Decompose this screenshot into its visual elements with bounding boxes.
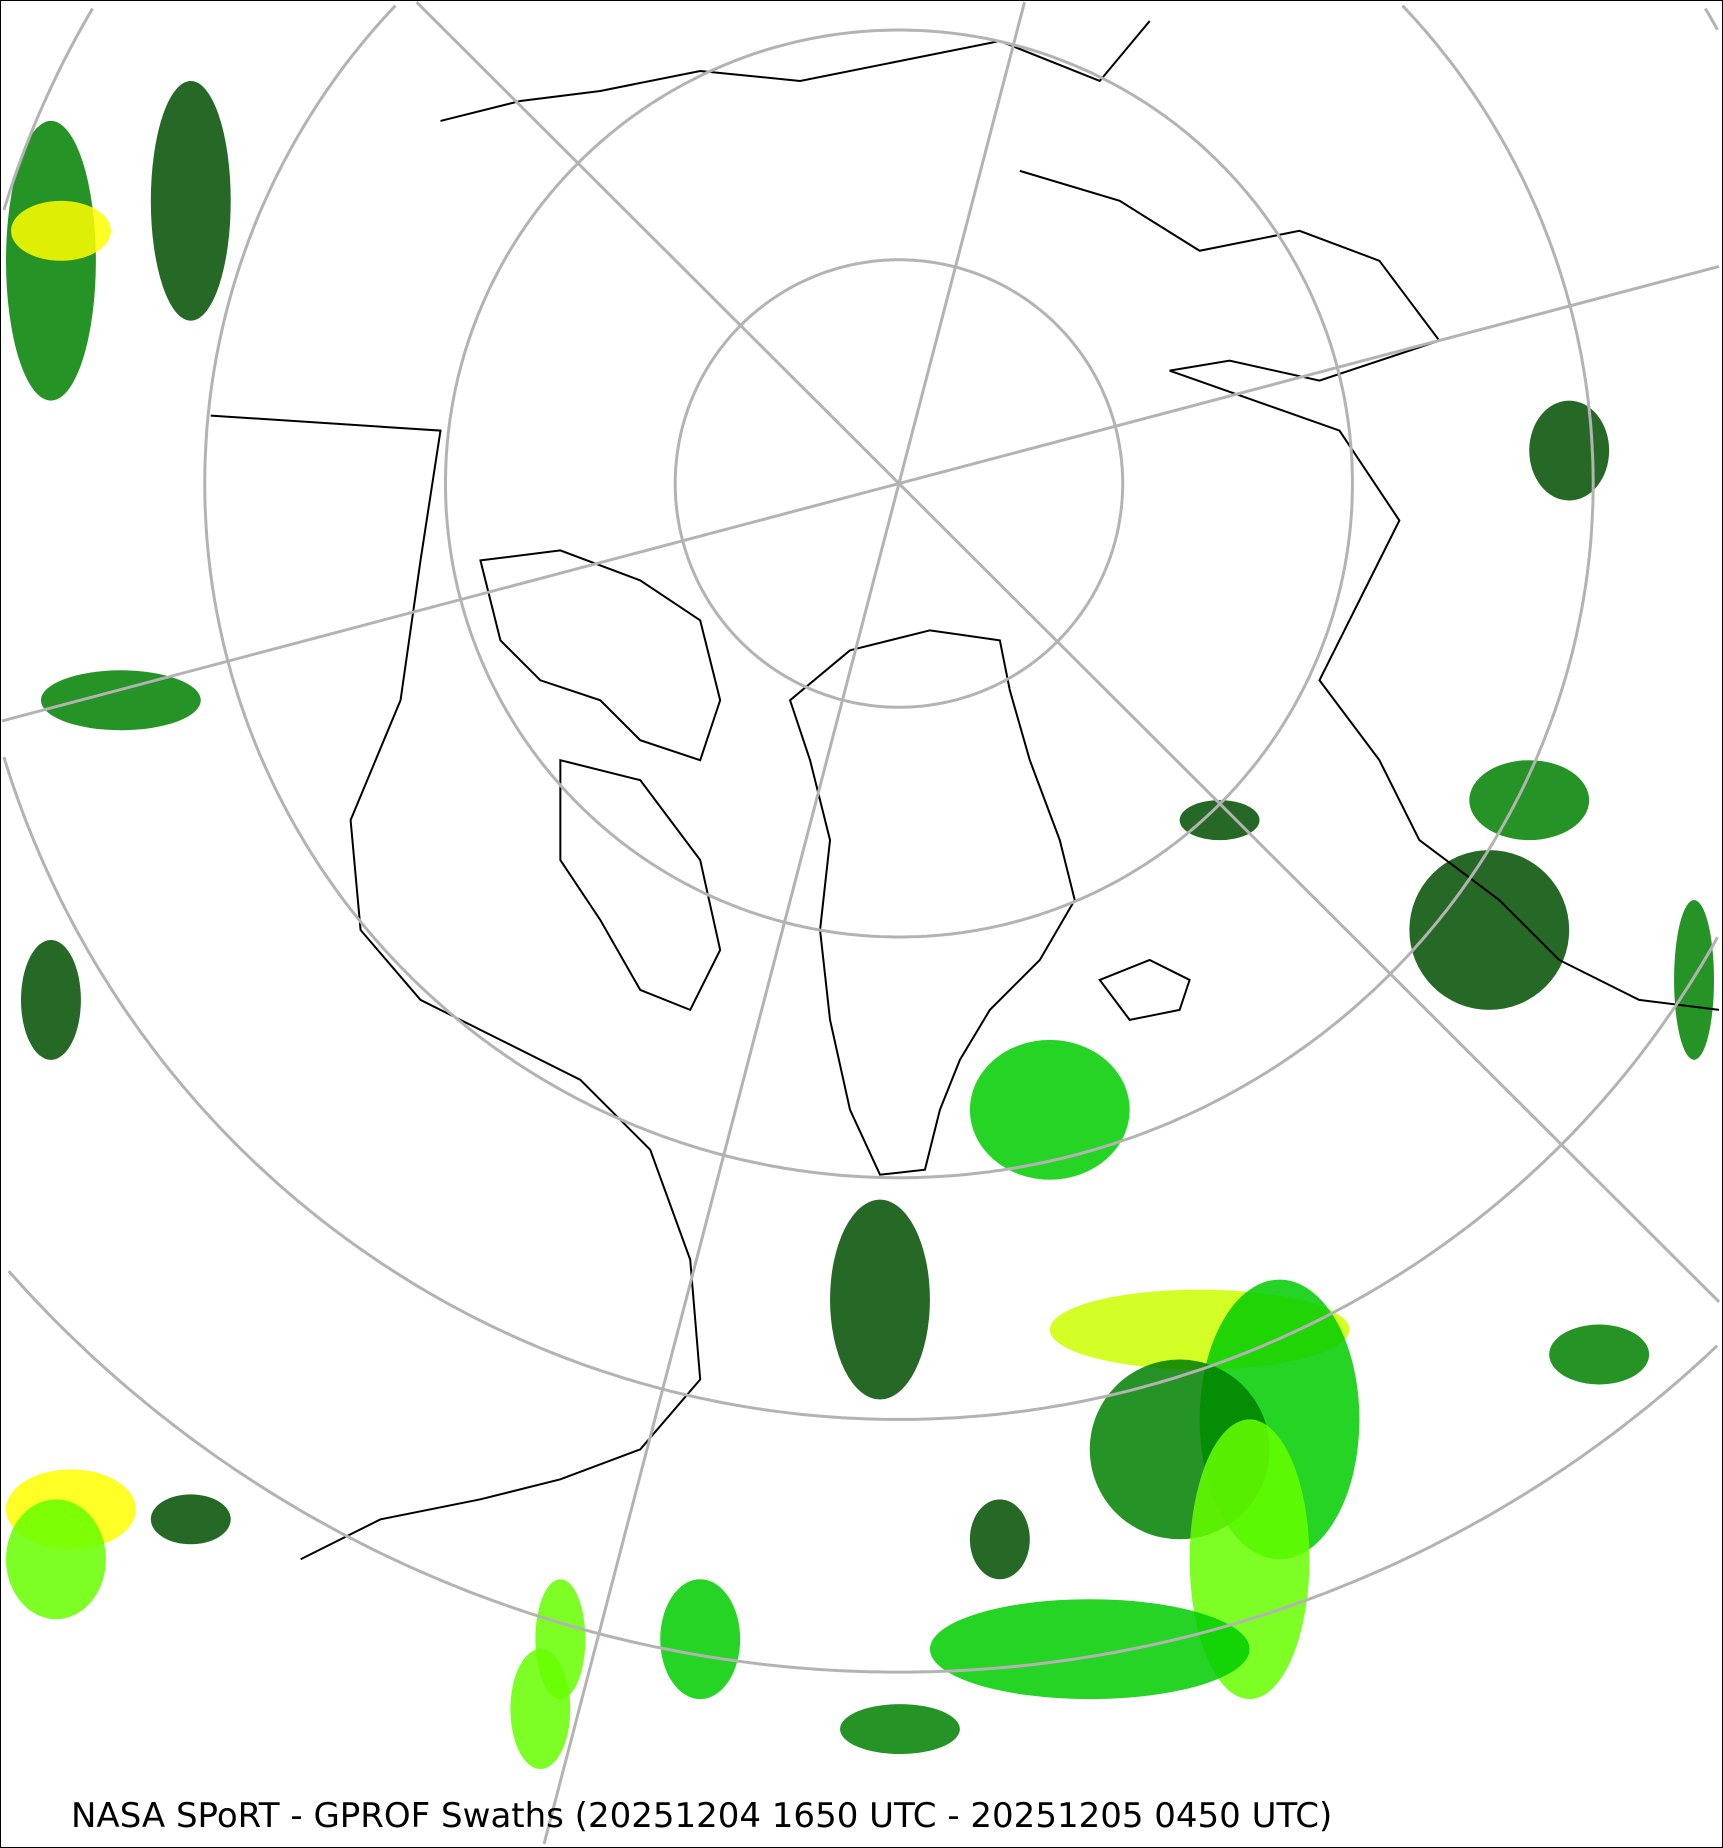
latitude-circle <box>2 756 1719 1421</box>
precip-swath <box>5 1499 106 1620</box>
meridian-line <box>415 1 1721 1303</box>
precip-swath <box>969 1499 1030 1580</box>
siberia-coast <box>440 20 1151 122</box>
latitude-circle <box>2 7 94 211</box>
precip-swath <box>1529 400 1610 501</box>
latitude-circle <box>203 4 1595 1180</box>
precip-swath <box>660 1579 741 1700</box>
precip-swath <box>150 80 231 321</box>
greenland-outline <box>788 629 1076 1176</box>
precip-swath <box>969 1039 1130 1180</box>
latitude-circle <box>673 258 1125 709</box>
precip-swath <box>510 1649 571 1770</box>
precip-swath <box>830 1199 930 1400</box>
precip-swath <box>150 1494 231 1545</box>
precip-swath <box>1549 1324 1650 1385</box>
precip-swath <box>1469 760 1590 841</box>
precip-swath <box>40 670 201 731</box>
meridian-line <box>1 264 1720 723</box>
precip-swath <box>1179 800 1260 841</box>
north-america-coast <box>210 414 702 1561</box>
latitude-circle <box>1401 4 1595 484</box>
meridian-line <box>542 1 1026 1845</box>
precip-swath <box>20 939 81 1060</box>
map-caption: NASA SPoRT - GPROF Swaths (20251204 1650… <box>71 1796 1333 1836</box>
coastlines <box>210 20 1720 1561</box>
precip-swath <box>1409 850 1570 1010</box>
eurasia-coast <box>1019 169 1720 1011</box>
latitude-circle <box>1704 7 1719 31</box>
precip-swath <box>5 120 96 401</box>
precip-swath <box>840 1704 960 1755</box>
canada-arctic-islands <box>479 549 722 1012</box>
latitude-circle <box>443 28 1354 939</box>
latitude-circle <box>7 1270 1719 1674</box>
precip-swath <box>929 1599 1250 1700</box>
iceland-outline <box>1098 958 1191 1021</box>
precip-swath <box>10 200 111 261</box>
